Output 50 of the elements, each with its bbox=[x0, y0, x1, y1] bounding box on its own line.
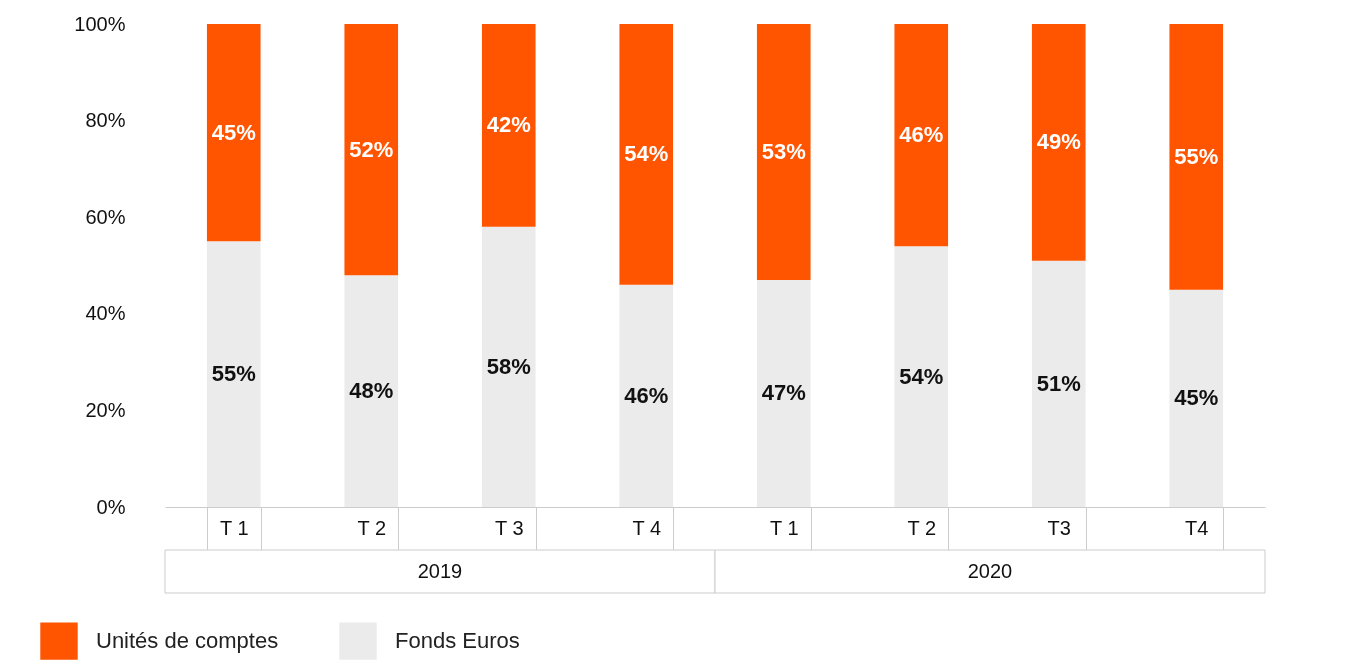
legend-label: Fonds Euros bbox=[395, 628, 520, 654]
bar bbox=[619, 24, 674, 285]
bar bbox=[344, 275, 399, 507]
bar bbox=[344, 24, 399, 276]
bar bbox=[206, 241, 261, 507]
data-label: 55% bbox=[1174, 143, 1219, 169]
x-tick-label: T3 bbox=[1047, 516, 1071, 539]
y-tick-label: 20% bbox=[85, 398, 126, 421]
y-tick-label: 60% bbox=[85, 205, 126, 228]
bar bbox=[1031, 24, 1086, 261]
data-label: 54% bbox=[899, 363, 944, 389]
data-label: 52% bbox=[349, 136, 394, 162]
x-tick-label: T 3 bbox=[494, 516, 524, 539]
data-label: 49% bbox=[1036, 129, 1081, 155]
data-label: 51% bbox=[1036, 370, 1081, 396]
bar bbox=[1169, 289, 1224, 507]
x-tick-label: T 1 bbox=[219, 516, 249, 539]
data-label: 46% bbox=[899, 122, 944, 148]
y-tick-label: 80% bbox=[85, 109, 126, 132]
x-tick-label: T 1 bbox=[769, 516, 799, 539]
y-tick-label: 100% bbox=[74, 12, 126, 35]
data-label: 48% bbox=[349, 378, 394, 404]
data-label: 42% bbox=[486, 112, 531, 138]
data-label: 58% bbox=[486, 353, 531, 379]
bar bbox=[894, 24, 949, 247]
data-label: 53% bbox=[761, 138, 806, 164]
bar bbox=[1031, 260, 1086, 507]
bar bbox=[481, 226, 536, 507]
text: 2019 bbox=[417, 559, 463, 582]
bar bbox=[756, 24, 811, 280]
data-label: 45% bbox=[211, 119, 256, 145]
x-tick-label: T 2 bbox=[907, 516, 937, 539]
bar bbox=[619, 284, 674, 507]
bar bbox=[756, 279, 811, 507]
data-label: 45% bbox=[1174, 385, 1219, 411]
bar bbox=[206, 24, 261, 242]
legend-label: Unités de comptes bbox=[96, 628, 279, 654]
y-tick-label: 40% bbox=[85, 302, 126, 325]
x-tick-label: T 4 bbox=[632, 516, 662, 539]
x-tick-label: T4 bbox=[1185, 516, 1209, 539]
data-label: 55% bbox=[211, 361, 256, 387]
text: 2020 bbox=[967, 559, 1013, 582]
data-label: 46% bbox=[624, 382, 669, 408]
data-label: 47% bbox=[761, 380, 806, 406]
x-tick-label: T 2 bbox=[357, 516, 387, 539]
bar bbox=[1169, 24, 1224, 290]
bar bbox=[481, 24, 536, 227]
bar bbox=[894, 246, 949, 507]
data-label: 54% bbox=[624, 141, 669, 167]
y-tick-label: 0% bbox=[96, 495, 126, 518]
